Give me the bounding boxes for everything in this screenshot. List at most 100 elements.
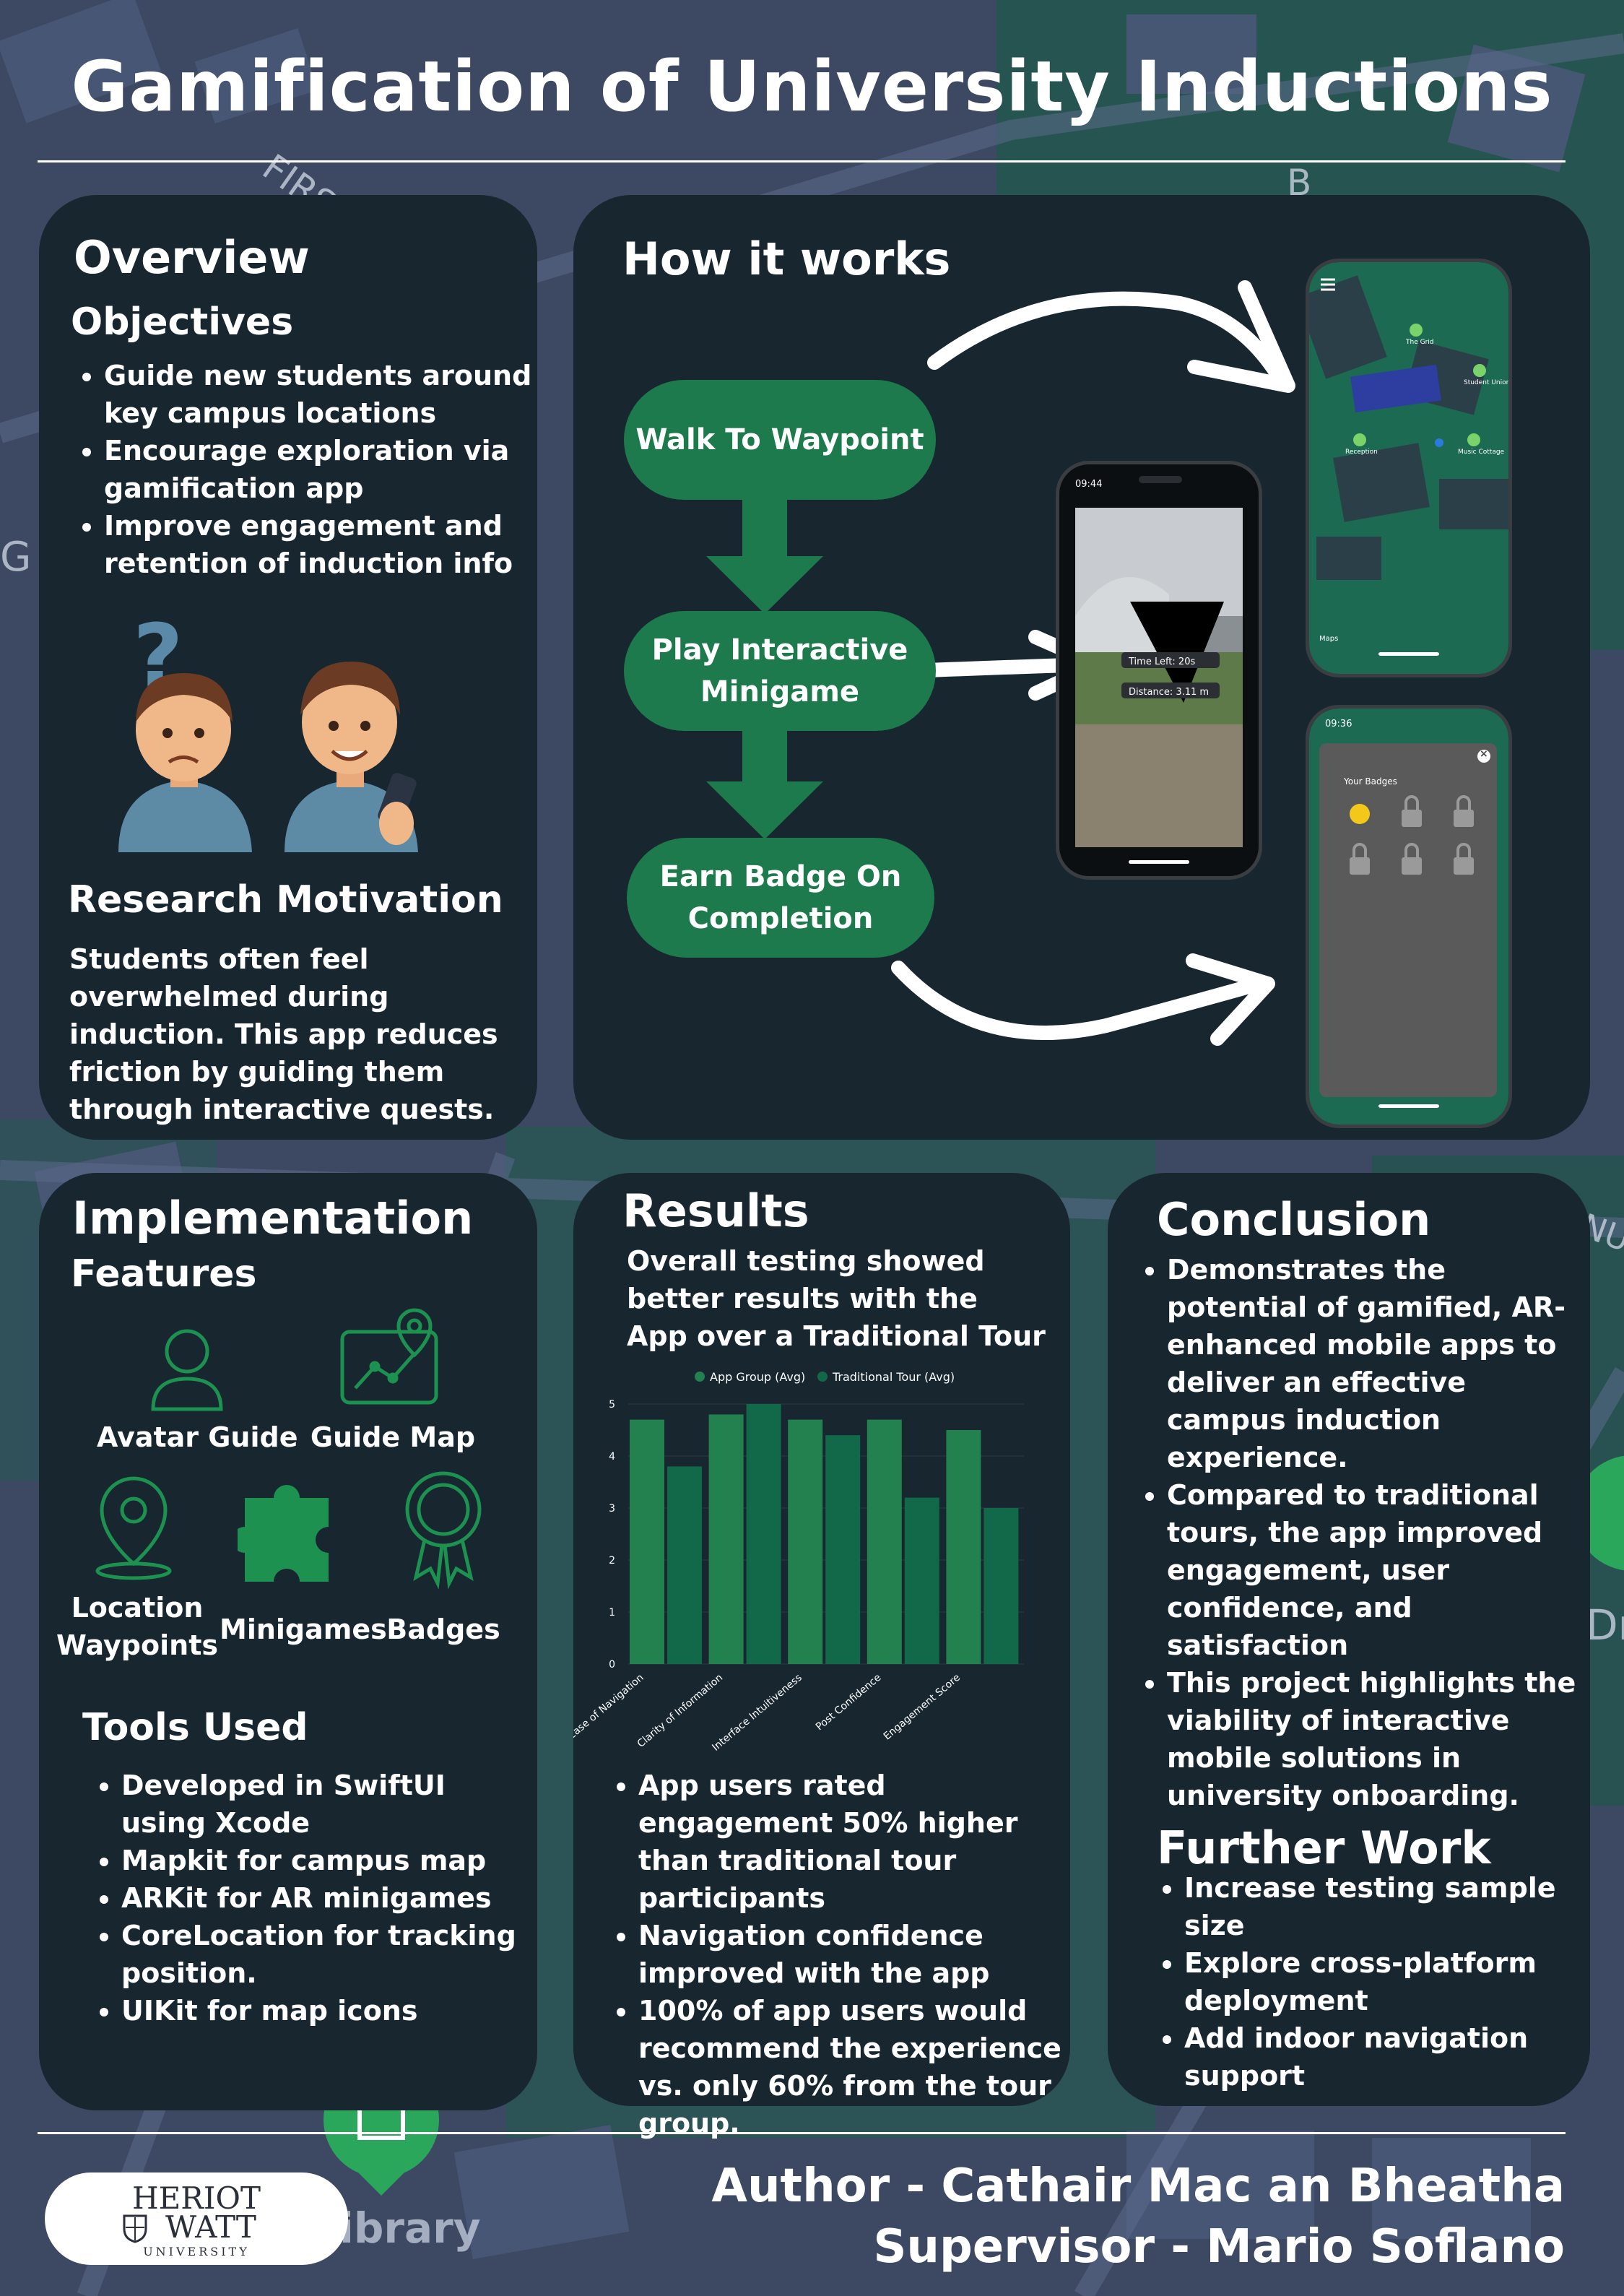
list-item: Increase testing sample size	[1184, 1869, 1589, 1944]
bar	[825, 1435, 861, 1664]
tools-heading: Tools Used	[82, 1706, 308, 1749]
curved-arrow-to-badges	[891, 961, 1267, 1040]
campus-map-view	[1309, 262, 1508, 674]
list-item: ARKit for AR minigames	[121, 1879, 526, 1917]
list-item: UIKit for map icons	[121, 1992, 526, 2029]
bar	[904, 1497, 939, 1664]
x-tick-label: Engagement Score	[882, 1672, 963, 1743]
y-tick-label: 2	[609, 1555, 615, 1567]
header-divider	[38, 160, 1566, 163]
research-motivation-text: Students often feel overwhelmed during i…	[69, 943, 498, 1125]
close-icon[interactable]: ×	[1480, 748, 1488, 760]
y-tick-label: 4	[609, 1451, 615, 1463]
bar	[667, 1466, 702, 1664]
legend-label: Traditional Tour (Avg)	[832, 1370, 955, 1384]
list-item: Mapkit for campus map	[121, 1842, 526, 1879]
footer-divider	[38, 2132, 1566, 2134]
flow-arrow-2	[706, 701, 823, 839]
crest-icon	[123, 2214, 147, 2243]
flow-arrow-1	[706, 469, 823, 614]
step-earn-badge: Earn Badge On Completion	[627, 838, 934, 958]
map-label: Music Cottage	[1458, 449, 1505, 456]
features-heading: Features	[71, 1252, 257, 1296]
flow-diagram	[706, 280, 1295, 1046]
avatar-icon	[151, 1329, 223, 1411]
objectives-list: Guide new students around key campus loc…	[71, 357, 537, 582]
results-bar-chart: App Group (Avg) Traditional Tour (Avg) 0 1 2…	[573, 1370, 1024, 1751]
logo-line-3: UNIVERSITY	[143, 2245, 250, 2258]
feature-label: Location Waypoints	[56, 1592, 218, 1661]
bar	[946, 1430, 981, 1664]
badge-icon	[405, 1471, 482, 1590]
university-logo: HERIOT WATT UNIVERSITY	[45, 2172, 348, 2265]
feature-label: Guide Map	[310, 1421, 476, 1453]
list-item: CoreLocation for tracking position.	[121, 1917, 526, 1992]
x-tick-label: Clarity of Information	[635, 1672, 726, 1750]
maps-footer: Maps	[1319, 635, 1339, 643]
author-line: Author - Cathair Mac an Bheatha	[711, 2159, 1565, 2213]
map-label: Reception	[1345, 449, 1378, 456]
step-walk-to-waypoint: Walk To Waypoint	[624, 380, 936, 500]
street-label-g: G	[0, 534, 31, 581]
legend-label: App Group (Avg)	[710, 1370, 805, 1384]
objectives-heading: Objectives	[71, 300, 294, 344]
curved-arrow-to-map	[927, 291, 1290, 390]
y-tick-label: 0	[609, 1659, 615, 1671]
street-label-dr: Dr	[1586, 1600, 1624, 1650]
status-time: 09:36	[1325, 719, 1352, 729]
overview-panel: Overview Objectives Guide new students a…	[39, 195, 537, 1140]
bar	[867, 1419, 902, 1664]
students-illustration: ?	[118, 614, 418, 852]
ar-minigame-screenshot: 09:44 Time Left: 20s Distance: 3.11 m	[1056, 461, 1262, 880]
puzzle-icon	[238, 1485, 329, 1582]
guide-map-icon	[340, 1308, 438, 1405]
y-tick-label: 3	[609, 1503, 615, 1515]
implementation-heading: Implementation	[72, 1192, 474, 1244]
results-list: App users rated engagement 50% higher th…	[605, 1767, 1079, 2142]
results-panel: Results Overall testing showed better re…	[573, 1173, 1070, 2139]
legend-marker	[695, 1372, 705, 1382]
badges-title: Your Badges	[1344, 776, 1397, 787]
list-item: Demonstrates the potential of gamified, …	[1167, 1251, 1593, 1476]
bar	[708, 1414, 744, 1664]
distance-label: Distance: 3.11 m	[1129, 687, 1210, 698]
list-item: Add indoor navigation support	[1184, 2019, 1589, 2094]
happy-student-with-phone-icon	[285, 662, 418, 852]
conclusion-list: Demonstrates the potential of gamified, …	[1134, 1251, 1593, 1814]
location-pin-icon	[95, 1476, 172, 1580]
badges-screenshot: 09:36 × Your Badges	[1306, 705, 1512, 1128]
conclusion-heading: Conclusion	[1157, 1193, 1431, 1246]
confused-student-icon: ?	[118, 614, 252, 852]
map-label: Student Union	[1464, 379, 1511, 386]
results-intro: Overall testing showed better results wi…	[627, 1245, 1046, 1352]
x-tick-label: Post Confidence	[814, 1672, 883, 1733]
ar-camera-view	[1075, 508, 1243, 847]
supervisor-line: Supervisor - Mario Soflano	[873, 2220, 1565, 2274]
how-it-works-panel: How it works Walk To Waypoint Play Inter…	[573, 195, 1590, 1140]
feature-label: Avatar Guide	[97, 1421, 298, 1453]
list-item: Encourage exploration via gamification a…	[104, 432, 537, 507]
x-tick-label: Ease of Navigation	[573, 1672, 646, 1742]
list-item: This project highlights the viability of…	[1167, 1664, 1593, 1814]
badges-view	[1309, 709, 1508, 1125]
feature-label: Minigames	[220, 1613, 387, 1645]
feature-label: Badges	[386, 1613, 500, 1645]
x-tick-label: Interface Intuitiveness	[710, 1672, 804, 1751]
list-item: Developed in SwiftUI using Xcode	[121, 1767, 526, 1842]
logo-line-2: WATT	[165, 2209, 256, 2245]
legend-marker	[817, 1372, 828, 1382]
results-heading: Results	[622, 1184, 809, 1237]
y-tick-label: 5	[609, 1399, 615, 1411]
bar	[746, 1404, 781, 1664]
bar	[630, 1419, 664, 1664]
map-label: The Grid	[1406, 339, 1434, 346]
logo-line-1: HERIOT	[132, 2180, 261, 2216]
list-item: Improve engagement and retention of indu…	[104, 507, 537, 582]
research-motivation-heading: Research Motivation	[68, 878, 503, 922]
overview-heading: Overview	[74, 231, 310, 284]
list-item: Guide new students around key campus loc…	[104, 357, 537, 432]
y-tick-label: 1	[609, 1607, 615, 1619]
bar	[983, 1508, 1019, 1664]
further-work-list: Increase testing sample size Explore cro…	[1151, 1869, 1589, 2094]
poster-title: Gamification of University Inductions	[71, 46, 1553, 127]
